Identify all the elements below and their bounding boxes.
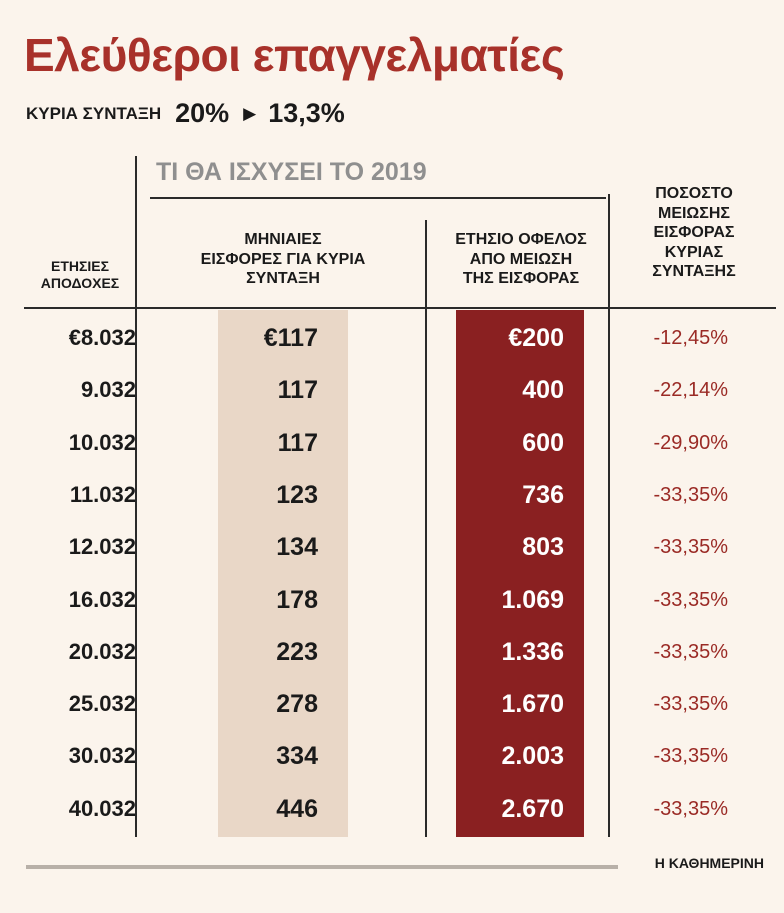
source-credit: Η ΚΑΘΗΜΕΡΙΝΗ bbox=[654, 855, 764, 871]
income-cell: €8.032 bbox=[68, 325, 136, 350]
pct-cell: -33,35% bbox=[653, 640, 729, 663]
table-row: 30.032 334 2.003 -33,35% bbox=[0, 730, 784, 782]
pct-cell: -12,45% bbox=[653, 327, 729, 349]
header-monthly: ΜΗΝΙΑΙΕΣ ΕΙΣΦΟΡΕΣ ΓΙΑ ΚΥΡΙΑ ΣΥΝΤΑΞΗ bbox=[200, 231, 366, 288]
monthly-cell: 334 bbox=[276, 742, 318, 771]
table-row: 25.032 278 1.670 -33,35% bbox=[0, 678, 784, 730]
income-cell: 10.032 bbox=[68, 429, 136, 455]
benefit-cell: 400 bbox=[522, 376, 564, 405]
table-row: 12.032 134 803 -33,35% bbox=[0, 521, 784, 573]
monthly-cell: 223 bbox=[276, 637, 318, 666]
header-rule bbox=[24, 307, 776, 309]
subtitle-label: ΚΥΡΙΑ ΣΥΝΤΑΞΗ bbox=[26, 103, 162, 123]
divider-vertical-3 bbox=[608, 194, 610, 837]
table-row: 9.032 117 400 -22,14% bbox=[0, 364, 784, 416]
triangle-right-icon: ▶ bbox=[243, 103, 257, 123]
table-row: 40.032 446 2.670 -33,35% bbox=[0, 783, 784, 835]
divider-vertical-1 bbox=[135, 156, 137, 837]
income-cell: 40.032 bbox=[68, 795, 136, 821]
monthly-cell: 278 bbox=[276, 690, 318, 719]
subtitle: ΚΥΡΙΑ ΣΥΝΤΑΞΗ 20% ▶ 13,3% bbox=[26, 98, 345, 129]
benefit-cell: 2.670 bbox=[501, 794, 564, 823]
income-cell: 9.032 bbox=[80, 377, 136, 403]
group-title-rule bbox=[150, 197, 606, 199]
pct-cell: -29,90% bbox=[653, 431, 729, 454]
monthly-cell: 117 bbox=[277, 428, 318, 457]
table-row: 20.032 223 1.336 -33,35% bbox=[0, 626, 784, 678]
income-cell: 12.032 bbox=[68, 534, 136, 560]
income-cell: 20.032 bbox=[68, 638, 136, 664]
monthly-cell: 446 bbox=[276, 794, 318, 823]
pct-cell: -33,35% bbox=[653, 483, 729, 506]
benefit-cell: 1.069 bbox=[501, 585, 564, 614]
income-cell: 30.032 bbox=[68, 743, 136, 769]
pct-cell: -33,35% bbox=[653, 693, 729, 716]
pct-cell: -33,35% bbox=[653, 588, 729, 611]
monthly-cell: 117 bbox=[277, 376, 318, 405]
benefit-cell: €200 bbox=[508, 324, 564, 352]
income-cell: 11.032 bbox=[69, 481, 136, 507]
benefit-column-highlight bbox=[456, 310, 584, 837]
table-row: 10.032 117 600 -29,90% bbox=[0, 417, 784, 469]
divider-vertical-2 bbox=[425, 220, 427, 837]
benefit-cell: 736 bbox=[522, 480, 564, 509]
monthly-cell: €117 bbox=[263, 324, 318, 352]
page-title: Ελεύθεροι επαγγελματίες bbox=[24, 29, 565, 81]
monthly-cell: 134 bbox=[276, 533, 318, 562]
pct-cell: -22,14% bbox=[653, 379, 729, 402]
benefit-cell: 1.336 bbox=[501, 637, 564, 666]
monthly-cell: 178 bbox=[276, 585, 318, 614]
income-cell: 25.032 bbox=[68, 691, 136, 717]
benefit-cell: 600 bbox=[522, 428, 564, 457]
pct-cell: -33,35% bbox=[653, 797, 729, 820]
group-title: ΤΙ ΘΑ ΙΣΧΥΣΕΙ ΤΟ 2019 bbox=[156, 158, 427, 186]
table-row: 16.032 178 1.069 -33,35% bbox=[0, 574, 784, 626]
subtitle-to-value: 13,3% bbox=[268, 98, 345, 128]
header-benefit: ΕΤΗΣΙΟ ΟΦΕΛΟΣ ΑΠΟ ΜΕΙΩΣΗ ΤΗΣ ΕΙΣΦΟΡΑΣ bbox=[455, 231, 587, 288]
header-pct: ΠΟΣΟΣΤΟ ΜΕΙΩΣΗΣ ΕΙΣΦΟΡΑΣ ΚΥΡΙΑΣ ΣΥΝΤΑΞΗΣ bbox=[652, 185, 736, 281]
benefit-cell: 1.670 bbox=[501, 690, 564, 719]
benefit-cell: 2.003 bbox=[501, 742, 564, 771]
subtitle-from-value: 20% bbox=[175, 98, 230, 128]
footer-rule bbox=[26, 865, 618, 869]
pct-cell: -33,35% bbox=[653, 745, 729, 768]
income-cell: 16.032 bbox=[68, 586, 136, 612]
monthly-column-shading bbox=[218, 310, 348, 837]
header-income: ΕΤΗΣΙΕΣ ΑΠΟΔΟΧΕΣ bbox=[40, 258, 120, 292]
pct-cell: -33,35% bbox=[653, 536, 729, 559]
benefit-cell: 803 bbox=[522, 533, 564, 562]
table-row: 11.032 123 736 -33,35% bbox=[0, 469, 784, 521]
monthly-cell: 123 bbox=[276, 480, 318, 509]
table-row: €8.032 €117 €200 -12,45% bbox=[0, 312, 784, 364]
